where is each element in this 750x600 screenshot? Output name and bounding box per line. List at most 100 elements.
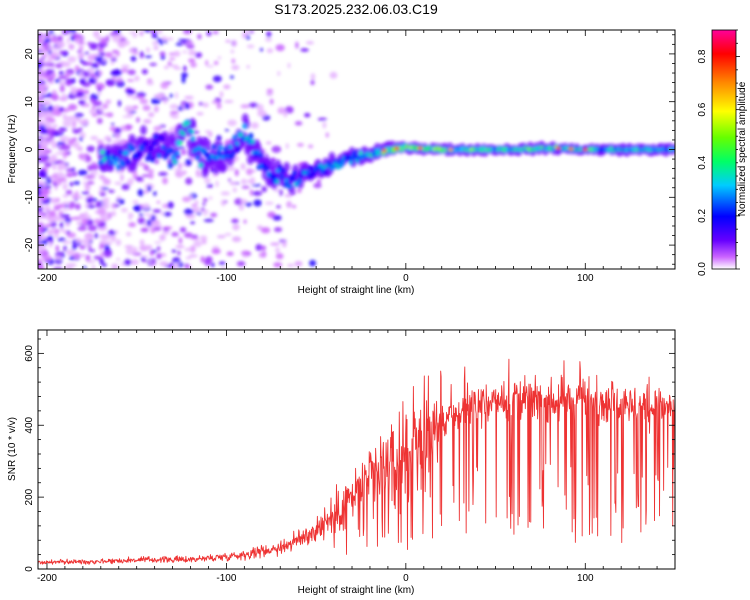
speckle — [38, 161, 41, 168]
speckle — [41, 53, 48, 58]
speckle — [183, 232, 193, 238]
speckle — [240, 104, 250, 109]
speckle — [219, 90, 224, 98]
ridge-core — [157, 154, 161, 157]
spectrogram-ylabel: Frequency (Hz) — [7, 115, 18, 184]
ridge-mid — [125, 158, 131, 165]
speckle — [108, 189, 115, 193]
speckle — [124, 105, 134, 113]
speckle — [62, 240, 72, 244]
speckle — [132, 105, 139, 110]
speckle — [53, 231, 59, 239]
speckle — [117, 100, 122, 107]
speckle — [79, 136, 83, 142]
speckle — [261, 186, 267, 193]
speckle — [172, 257, 181, 264]
ridge-core — [321, 166, 326, 169]
speckle — [113, 204, 121, 207]
speckle — [54, 259, 59, 264]
speckle — [62, 208, 69, 212]
snr-axes: -200 -100 0 100 0 200 400 600 — [24, 330, 676, 584]
speckle — [100, 251, 104, 258]
speckle — [162, 177, 168, 185]
speckle — [142, 245, 151, 249]
speckle — [63, 245, 67, 252]
ridge-core — [120, 163, 125, 166]
speckle — [79, 244, 86, 250]
speckle — [55, 252, 64, 256]
speckle — [226, 251, 234, 257]
speckle — [78, 70, 84, 78]
speckle — [82, 181, 87, 185]
speckle — [283, 110, 288, 118]
speckle — [122, 115, 132, 119]
speckle — [210, 212, 218, 218]
speckle — [287, 62, 291, 69]
speckle — [68, 201, 76, 209]
speckle — [55, 63, 63, 69]
speckle — [142, 105, 151, 111]
speckle — [194, 200, 199, 206]
speckle — [104, 212, 110, 219]
speckle — [178, 237, 183, 244]
ridge-core — [235, 142, 240, 145]
speckle — [175, 245, 185, 249]
speckle — [79, 126, 83, 133]
speckle — [66, 232, 76, 239]
spectrogram-image — [38, 30, 675, 269]
speckle — [41, 182, 48, 187]
speckle — [94, 75, 99, 82]
speckle — [52, 124, 58, 128]
speckle — [129, 259, 140, 265]
ridge-mid — [195, 154, 201, 161]
speckle — [144, 55, 152, 58]
speckle — [184, 102, 190, 110]
speckle — [168, 62, 172, 66]
speckle — [211, 248, 221, 255]
speckle — [48, 30, 54, 35]
speckle — [71, 167, 76, 172]
speckle — [178, 39, 188, 42]
ridge-core — [284, 179, 289, 182]
speckle — [89, 175, 96, 179]
speckle — [224, 233, 232, 236]
speckle — [38, 250, 41, 256]
speckle — [216, 135, 222, 142]
speckle — [251, 184, 262, 187]
ridge-mid — [137, 150, 142, 157]
speckle — [305, 41, 315, 45]
ridge-mid — [124, 149, 130, 156]
speckle — [150, 98, 161, 105]
ridge-core — [215, 156, 220, 159]
speckle — [183, 208, 194, 215]
speckle — [322, 121, 327, 129]
ridge-peak — [555, 146, 561, 150]
speckle — [57, 35, 63, 42]
speckle — [110, 234, 117, 242]
speckle — [252, 191, 263, 196]
speckle — [99, 45, 105, 48]
speckle — [81, 220, 86, 225]
speckle — [153, 125, 162, 132]
speckle — [38, 200, 42, 204]
speckle — [126, 79, 135, 82]
speckle — [76, 220, 82, 226]
speckle — [144, 213, 150, 216]
ridge-core — [100, 151, 105, 154]
speckle — [234, 198, 244, 206]
speckle — [163, 228, 169, 232]
speckle — [175, 262, 180, 267]
speckle — [194, 52, 203, 58]
speckle — [144, 190, 149, 194]
speckle — [51, 93, 59, 101]
speckle — [84, 240, 90, 248]
speckle — [50, 36, 58, 43]
speckle — [41, 249, 48, 256]
speckle — [202, 198, 208, 202]
speckle — [147, 185, 152, 192]
speckle — [114, 127, 122, 134]
speckle — [146, 80, 154, 86]
speckle — [75, 91, 85, 98]
ridge-mid — [351, 150, 357, 157]
speckle — [132, 170, 138, 178]
